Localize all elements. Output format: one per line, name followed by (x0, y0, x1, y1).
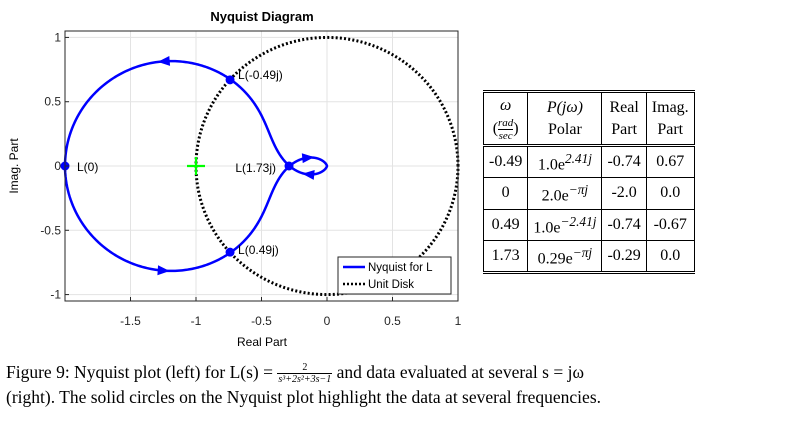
header-imag-word2: Part (657, 120, 684, 138)
legend-box (337, 256, 452, 295)
caption-part1: Figure 9: Nyquist plot (left) for L(s) = (6, 362, 273, 382)
point-label: L(-0.49j) (238, 68, 283, 82)
highlight-points: L(0) L(-0.49j) L(0.49j) L(1.73j) (60, 68, 294, 257)
header-real-word1: Real (609, 98, 639, 116)
figure-caption: Figure 9: Nyquist plot (left) for L(s) =… (6, 360, 806, 409)
direction-arrow (301, 153, 315, 164)
cell-omega: 0.49 (482, 208, 529, 241)
legend: Nyquist for L Unit Disk (337, 256, 452, 295)
point-label: L(0.49j) (238, 243, 279, 257)
y-tick-label: 0.5 (44, 95, 61, 109)
table-header-row: ω (rad sec) P(jω) Polar Real Part Imag. P… (482, 91, 695, 147)
nyquist-figure: L(0) L(-0.49j) L(0.49j) L(1.73j) -1.5 -1 -0.5… (7, 9, 462, 349)
y-tick-label: -1 (50, 288, 61, 302)
cell-imag: -0.67 (645, 208, 695, 241)
table-row: -0.49 1.0e2.41j -0.74 0.67 (482, 144, 695, 179)
caption-fraction-numerator: 2 (277, 362, 333, 375)
direction-arrows (157, 55, 315, 276)
units-numerator: rad (498, 117, 514, 130)
header-omega: ω (rad sec) (482, 91, 529, 147)
y-tick-label: 0 (54, 159, 61, 173)
direction-arrow (157, 265, 170, 276)
header-imag: Imag. Part (645, 91, 695, 147)
header-omega-units: (rad sec) (492, 117, 519, 142)
x-tick-label: -1 (191, 314, 202, 328)
cell-real: -2.0 (601, 177, 647, 210)
cell-omega: -0.49 (482, 144, 529, 179)
header-imag-word1: Imag. (651, 98, 689, 116)
caption-fraction-denominator: s³+2s²+3s−1 (278, 374, 332, 386)
caption-fraction: 2 s³+2s²+3s−1 (277, 362, 333, 386)
header-omega-symbol: ω (500, 97, 512, 114)
cell-real: -0.74 (601, 208, 647, 241)
point-label: L(0) (77, 160, 98, 174)
chart-title: Nyquist Diagram (210, 9, 313, 24)
caption-part2: and data evaluated at several s = jω (336, 362, 584, 382)
cell-polar: 2.0e−πj (527, 177, 603, 210)
cell-imag: 0.0 (645, 239, 695, 274)
y-axis-label: Imag. Part (7, 138, 21, 194)
y-tick-label: -0.5 (40, 223, 61, 237)
legend-nyquist-label: Nyquist for L (368, 262, 433, 274)
direction-arrow (157, 55, 171, 66)
header-polar: P(jω) Polar (527, 91, 603, 147)
axis-ticks: -1.5 -1 -0.5 0 0.5 1 1 0.5 0 -0.5 -1 (40, 30, 461, 328)
cell-polar: 1.0e2.41j (527, 144, 603, 179)
header-polar-symbol: P(jω) (546, 98, 583, 116)
x-tick-label: 1 (455, 314, 462, 328)
x-axis-label: Real Part (237, 335, 288, 349)
units-denominator: sec (498, 130, 513, 142)
cell-real: -0.74 (601, 144, 647, 179)
cell-omega: 1.73 (482, 239, 529, 274)
cell-polar: 1.0e−2.41j (527, 208, 603, 241)
header-real-word2: Part (611, 120, 638, 138)
table-row: 1.73 0.29e−πj -0.29 0.0 (482, 239, 695, 274)
frequency-data-table: ω (rad sec) P(jω) Polar Real Part Imag. P… (482, 90, 695, 275)
x-tick-label: -1.5 (120, 314, 141, 328)
caption-line-2: (right). The solid circles on the Nyquis… (6, 387, 601, 408)
cell-imag: 0.0 (645, 177, 695, 210)
header-real: Real Part (601, 91, 647, 147)
cell-polar: 0.29e−πj (527, 239, 603, 274)
direction-arrow (302, 169, 315, 180)
highlight-point (225, 75, 235, 85)
header-polar-word: Polar (548, 120, 582, 138)
cell-imag: 0.67 (645, 144, 695, 179)
caption-line-1: Figure 9: Nyquist plot (left) for L(s) =… (6, 360, 806, 385)
legend-unitdisk-label: Unit Disk (368, 279, 414, 291)
highlight-point (284, 161, 294, 171)
table-row: 0.49 1.0e−2.41j -0.74 -0.67 (482, 208, 695, 241)
table-row: 0 2.0e−πj -2.0 0.0 (482, 177, 695, 210)
y-tick-label: 1 (54, 30, 61, 44)
cell-real: -0.29 (601, 239, 647, 274)
highlight-point (225, 247, 235, 257)
x-tick-label: -0.5 (251, 314, 272, 328)
x-tick-label: 0.5 (384, 314, 401, 328)
point-label: L(1.73j) (235, 161, 276, 175)
x-tick-label: 0 (324, 314, 331, 328)
cell-omega: 0 (482, 177, 529, 210)
